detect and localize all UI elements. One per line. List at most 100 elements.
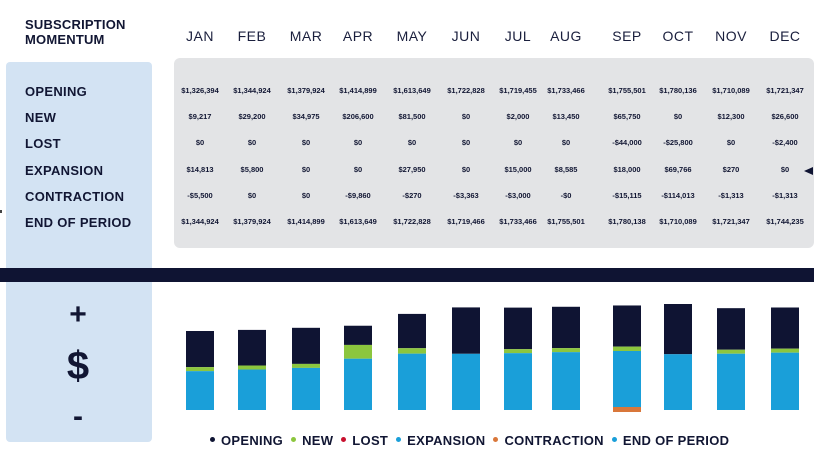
bar-expansion-jul bbox=[504, 353, 532, 410]
month-header-feb: FEB bbox=[237, 28, 267, 44]
row-label-expansion: EXPANSION bbox=[25, 163, 104, 178]
month-header-row: JAN FEB MAR APR MAY JUN JUL AUG SEP OCT NOV DEC bbox=[174, 28, 814, 46]
minus-symbol: - bbox=[73, 400, 83, 433]
table-cell: $8,585 bbox=[554, 165, 578, 174]
chart-legend: OPENING NEW LOST EXPANSION CONTRACTION END OF… bbox=[210, 433, 737, 449]
legend-dot-icon bbox=[396, 437, 402, 443]
table-cell: $13,450 bbox=[552, 112, 580, 121]
table-cell: $1,755,501 bbox=[608, 86, 646, 95]
table-cell: $1,719,455 bbox=[499, 86, 537, 95]
table-cell: $0 bbox=[673, 112, 683, 121]
table-cell: $81,500 bbox=[398, 112, 426, 121]
legend-item-opening: OPENING bbox=[210, 433, 283, 448]
table-cell: $0 bbox=[247, 138, 257, 147]
table-cell: $34,975 bbox=[292, 112, 320, 121]
table-cell: $1,719,466 bbox=[447, 217, 485, 226]
table-cell: $1,721,347 bbox=[712, 217, 750, 226]
table-cell: $69,766 bbox=[664, 165, 692, 174]
table-cell: -$2,400 bbox=[772, 138, 798, 147]
table-cell: -$1,313 bbox=[772, 191, 798, 200]
row-label-lost: LOST bbox=[25, 136, 61, 151]
month-header-aug: AUG bbox=[550, 28, 582, 44]
table-cell: -$25,800 bbox=[663, 138, 693, 147]
legend-label: LOST bbox=[352, 433, 389, 448]
table-cell: -$9,860 bbox=[345, 191, 371, 200]
table-cell: -$3,000 bbox=[505, 191, 531, 200]
bar-expansion-jan bbox=[186, 371, 214, 410]
bar-opening-oct bbox=[664, 304, 692, 355]
table-cell: $1,710,089 bbox=[659, 217, 697, 226]
table-cell: $0 bbox=[301, 165, 311, 174]
bar-opening-sep bbox=[613, 305, 641, 347]
legend-item-expansion: EXPANSION bbox=[396, 433, 485, 448]
table-cell: $0 bbox=[461, 112, 471, 121]
table-cell: $26,600 bbox=[771, 112, 799, 121]
table-cell: $0 bbox=[780, 165, 790, 174]
bar-expansion-jun bbox=[452, 353, 480, 410]
legend-item-lost: LOST bbox=[341, 433, 388, 448]
bar-opening-dec bbox=[771, 307, 799, 349]
table-cell: $1,722,828 bbox=[393, 217, 431, 226]
legend-dot-icon bbox=[493, 437, 499, 443]
bar-opening-mar bbox=[292, 327, 320, 364]
table-cell: $0 bbox=[353, 138, 363, 147]
month-header-jul: JUL bbox=[504, 28, 532, 44]
bar-expansion-oct bbox=[664, 354, 692, 410]
bar-new-may bbox=[398, 348, 426, 354]
bar-new-jan bbox=[186, 367, 214, 372]
table-cell: $1,344,924 bbox=[233, 86, 271, 95]
month-header-apr: APR bbox=[342, 28, 374, 44]
table-cell: $1,326,394 bbox=[181, 86, 219, 95]
table-cell: -$114,013 bbox=[661, 191, 695, 200]
title-line-2: MOMENTUM bbox=[25, 32, 105, 47]
bar-new-dec bbox=[771, 348, 799, 353]
plus-symbol: + bbox=[69, 298, 87, 331]
table-cell: $1,722,828 bbox=[447, 86, 485, 95]
table-cell: -$15,115 bbox=[612, 191, 642, 200]
table-cell: $1,733,466 bbox=[499, 217, 537, 226]
table-cell: $1,710,089 bbox=[712, 86, 750, 95]
table-cell: $1,344,924 bbox=[181, 217, 219, 226]
table-cell: $65,750 bbox=[613, 112, 641, 121]
table-cell: $29,200 bbox=[238, 112, 266, 121]
bar-expansion-aug bbox=[552, 352, 580, 410]
month-header-nov: NOV bbox=[715, 28, 747, 44]
row-label-contraction: CONTRACTION bbox=[25, 189, 125, 204]
bar-expansion-mar bbox=[292, 367, 320, 410]
row-label-new: NEW bbox=[25, 110, 57, 125]
bar-opening-jun bbox=[452, 307, 480, 354]
table-cell: -$1,313 bbox=[718, 191, 744, 200]
legend-label: NEW bbox=[302, 433, 334, 448]
legend-item-new: NEW bbox=[291, 433, 333, 448]
table-cell: $1,613,649 bbox=[393, 86, 431, 95]
dollar-symbol: $ bbox=[66, 344, 90, 388]
data-table-panel bbox=[174, 58, 814, 248]
table-cell: $12,300 bbox=[717, 112, 745, 121]
bar-opening-feb bbox=[238, 329, 266, 366]
table-cell: $1,755,501 bbox=[547, 217, 585, 226]
table-cell: $1,613,649 bbox=[339, 217, 377, 226]
table-cell: $206,600 bbox=[342, 112, 374, 121]
bar-expansion-dec bbox=[771, 352, 799, 410]
table-cell: $0 bbox=[195, 138, 205, 147]
bar-opening-jul bbox=[504, 307, 532, 350]
table-cell: $1,733,466 bbox=[547, 86, 585, 95]
table-cell: -$3,363 bbox=[453, 191, 479, 200]
bar-new-sep bbox=[613, 346, 641, 351]
table-cell: $18,000 bbox=[613, 165, 641, 174]
bar-contraction-sep bbox=[613, 407, 641, 412]
table-cell: $0 bbox=[726, 138, 736, 147]
table-cell: $0 bbox=[461, 138, 471, 147]
table-cell: $1,414,899 bbox=[287, 217, 325, 226]
legend-dot-icon bbox=[291, 437, 297, 443]
table-cell: $1,780,138 bbox=[608, 217, 646, 226]
month-header-oct: OCT bbox=[662, 28, 694, 44]
month-header-jun: JUN bbox=[451, 28, 481, 44]
legend-label: END OF PERIOD bbox=[622, 433, 730, 448]
month-header-dec: DEC bbox=[769, 28, 801, 44]
table-cell: -$44,000 bbox=[612, 138, 642, 147]
legend-dot-icon bbox=[611, 437, 617, 443]
table-cell: $0 bbox=[301, 138, 311, 147]
legend-label: OPENING bbox=[221, 433, 284, 448]
